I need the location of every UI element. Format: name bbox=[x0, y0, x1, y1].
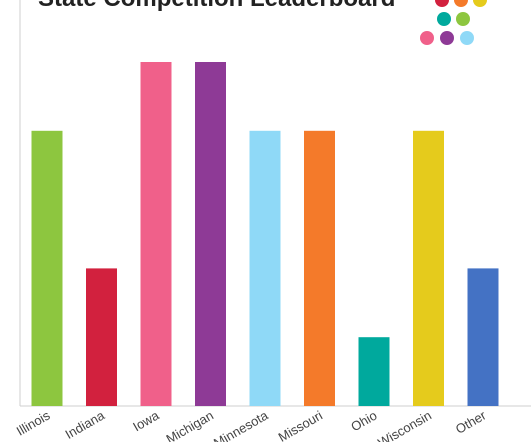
bar-iowa bbox=[140, 62, 172, 406]
logo-dot bbox=[473, 0, 487, 7]
dot-grid-logo bbox=[420, 0, 487, 45]
bars bbox=[31, 62, 499, 407]
logo-dot bbox=[437, 12, 451, 26]
bar-michigan bbox=[195, 62, 226, 406]
bar-minnesota bbox=[249, 130, 281, 407]
bar-missouri bbox=[304, 130, 335, 407]
logo-dot bbox=[456, 12, 470, 26]
bar-indiana bbox=[86, 268, 117, 406]
x-tick-label-wisconsin: Wisconsin bbox=[375, 408, 434, 442]
chart-title: State Competition Leaderboard bbox=[38, 0, 395, 11]
x-tick-label-iowa: Iowa bbox=[130, 407, 162, 434]
logo-dot bbox=[435, 0, 449, 7]
x-tick-label-minnesota: Minnesota bbox=[211, 407, 271, 442]
x-tick-label-indiana: Indiana bbox=[63, 407, 108, 442]
bar-illinois bbox=[31, 130, 63, 407]
x-tick-label-other: Other bbox=[453, 407, 489, 437]
logo-dot bbox=[454, 0, 468, 7]
bar-ohio bbox=[358, 337, 390, 406]
bar-other bbox=[467, 268, 499, 406]
x-tick-label-illinois: Illinois bbox=[14, 407, 53, 438]
x-tick-label-ohio: Ohio bbox=[348, 408, 379, 435]
x-tick-label-michigan: Michigan bbox=[163, 408, 216, 442]
bar-wisconsin bbox=[413, 130, 444, 407]
x-tick-label-missouri: Missouri bbox=[276, 408, 326, 442]
logo-dot bbox=[440, 31, 454, 45]
logo-dot bbox=[460, 31, 474, 45]
logo-dot bbox=[420, 31, 434, 45]
